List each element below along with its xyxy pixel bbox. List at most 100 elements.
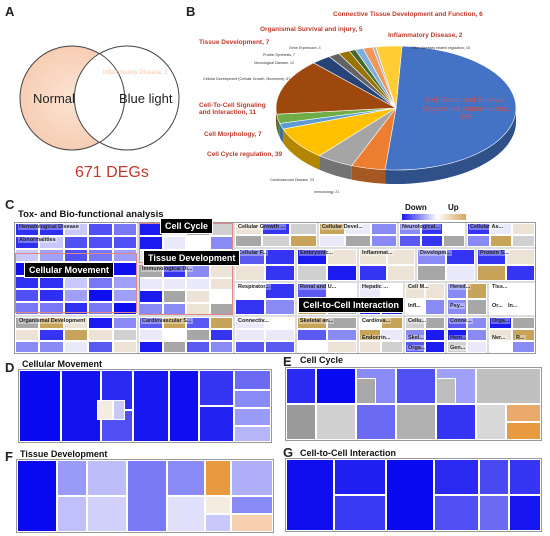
- treemap-c-block-15-cell-0: [405, 283, 425, 299]
- treemap-c-label-31: Skel...: [407, 335, 425, 341]
- treemap-c-block-17-cell-3: [512, 299, 535, 315]
- treemap-c-block-7-cell-1: [265, 249, 295, 265]
- treemap-c-block-21-cell-1: [327, 317, 357, 329]
- treemap-c-block-23-cell-5: [425, 341, 445, 353]
- treemap-c-label-15: Cell M...: [407, 284, 430, 290]
- treemap-c-block-5-cell-1: [489, 223, 513, 235]
- treemap-c-block-17-cell-0: [489, 283, 512, 299]
- tm-g-cell-8: [509, 459, 541, 495]
- treemap-c-label-12: Respirator...: [237, 284, 271, 290]
- treemap-c-block-24-cell-1: [467, 317, 487, 329]
- legend-up: Up: [448, 203, 459, 212]
- tm-d-cell-10: [234, 408, 271, 426]
- treemap-c-block-6-cell-10: [186, 290, 210, 303]
- treemap-c-block-8-cell-3: [327, 265, 357, 281]
- treemap-c-block-24-cell-2: [447, 329, 467, 341]
- pie-label-immuno: Immunology, 21: [314, 190, 340, 194]
- tag-cellular-movement: Cellular Movement: [24, 262, 115, 278]
- pie-label-cell-signaling: Cell-To-Cell Signaling and Interaction, …: [199, 102, 266, 116]
- treemap-c-block-19-cell-1: [162, 317, 186, 329]
- treemap-e: [285, 367, 542, 441]
- treemap-c-label-26: Infl...: [407, 303, 422, 309]
- treemap-c-block-18-cell-1: [39, 317, 64, 329]
- treemap-c-block-6-cell-9: [162, 290, 186, 303]
- treemap-c-block-5-cell-0: [467, 223, 490, 235]
- treemap-c-block-0-cell-31: [39, 301, 64, 315]
- pie-label-connective: Connective Tissue Development and Functi…: [333, 11, 483, 18]
- treemap-c-label-4: Neurological...: [401, 224, 441, 230]
- treemap-c-block-2-cell-0: [235, 223, 263, 235]
- section-d-title: Cellular Movement: [22, 359, 103, 369]
- treemap-c-block-18-cell-11: [39, 341, 64, 353]
- tm-d-cell-9: [234, 390, 271, 408]
- treemap-c-label-3: Cellular Devel...: [321, 224, 364, 230]
- treemap-c-block-18-cell-13: [88, 341, 113, 353]
- treemap-c-block-3-cell-1: [345, 223, 371, 235]
- venn-overlap-label: Inflammatory Disease, 2: [103, 70, 168, 76]
- treemap-c-block-7-cell-3: [265, 265, 295, 281]
- treemap-c-block-19-cell-0: [139, 317, 163, 329]
- treemap-c-block-15-cell-1: [425, 283, 445, 299]
- tm-e-cell-8: [356, 404, 396, 440]
- treemap-c: Hematological Disease Abnormalities Cellul…: [14, 222, 536, 354]
- tm-e-cell-10: [436, 404, 476, 440]
- tm-f-cell-3: [87, 460, 127, 496]
- treemap-c-block-5-cell-5: [512, 235, 535, 247]
- tm-e-cell-14: [356, 378, 376, 404]
- treemap-c-label-0: Hematological Disease: [18, 224, 80, 230]
- tm-d-cell-11: [234, 426, 271, 442]
- tag-cell-to-cell: Cell-to-Cell Interaction: [298, 297, 405, 313]
- panel-label-e: E: [283, 354, 292, 369]
- treemap-c-block-24-cell-4: [447, 341, 467, 353]
- tm-e-cell-7: [316, 404, 356, 440]
- treemap-c-block-4-cell-0: [399, 223, 421, 235]
- tm-f-cell-7: [167, 496, 205, 532]
- pie-side-0: [385, 108, 516, 184]
- treemap-c-block-22-cell-0: [359, 317, 381, 329]
- treemap-c-block-21-cell-4: [297, 341, 327, 353]
- treemap-c-label-7: Embryonic...: [299, 250, 335, 256]
- panel-label-c: C: [5, 197, 15, 212]
- treemap-c-block-22-cell-5: [381, 341, 403, 353]
- pie-label-gene: Gene Expression, 4: [289, 46, 321, 50]
- tm-d-cell-13: [113, 400, 125, 420]
- treemap-c-block-0-cell-9: [112, 236, 137, 250]
- treemap-c-block-0-cell-33: [88, 301, 113, 315]
- treemap-c-label-1: Abnormalities: [18, 237, 57, 243]
- treemap-c-block-19-cell-2: [186, 317, 210, 329]
- treemap-c-block-25-cell-2: [489, 329, 512, 341]
- treemap-c-block-8-cell-1: [327, 249, 357, 265]
- treemap-c-block-24-cell-3: [467, 329, 487, 341]
- treemap-c-block-0-cell-28: [88, 288, 113, 302]
- treemap-c-block-15-cell-2: [405, 299, 425, 315]
- treemap-c-label-9: Developm...: [419, 250, 452, 256]
- panel-label-b: B: [186, 4, 196, 19]
- tm-g-cell-4: [434, 459, 479, 495]
- treemap-c-block-2-cell-2: [289, 223, 317, 235]
- treemap-c-label-34: R...: [515, 335, 526, 341]
- pie-slice-0: [384, 45, 517, 171]
- treemap-c-block-21-cell-0: [297, 317, 327, 329]
- treemap-c-block-4-cell-2: [443, 223, 465, 235]
- treemap-c-block-24-cell-5: [467, 341, 487, 353]
- treemap-c-label-6: Cellular F...: [237, 250, 269, 256]
- legend-down: Down: [405, 203, 427, 212]
- treemap-c-block-22-cell-2: [359, 329, 381, 341]
- treemap-c-block-0-cell-26: [39, 288, 64, 302]
- treemap-c-block-9-cell-3: [387, 265, 415, 281]
- treemap-c-label-22: Cardiova...: [361, 318, 392, 324]
- tm-d-cell-7: [199, 406, 234, 442]
- treemap-c-block-8-cell-0: [297, 249, 327, 265]
- treemap-c-block-25-cell-5: [512, 341, 535, 353]
- treemap-c-label-18: Organismal Development: [18, 318, 87, 324]
- pie-label-organismal: Organismal Survival and injury, 5: [260, 26, 363, 33]
- treemap-c-block-2-cell-5: [289, 235, 317, 247]
- treemap-c-block-19-cell-11: [209, 341, 233, 353]
- treemap-c-label-14: Hepatic ...: [361, 284, 389, 290]
- treemap-c-block-18-cell-0: [15, 317, 40, 329]
- tm-d-cell-1: [61, 370, 101, 442]
- panel-label-a: A: [5, 4, 15, 19]
- treemap-c-block-25-cell-3: [512, 329, 535, 341]
- treemap-c-label-35: Orga...: [407, 345, 427, 351]
- treemap-c-block-19-cell-8: [139, 341, 163, 353]
